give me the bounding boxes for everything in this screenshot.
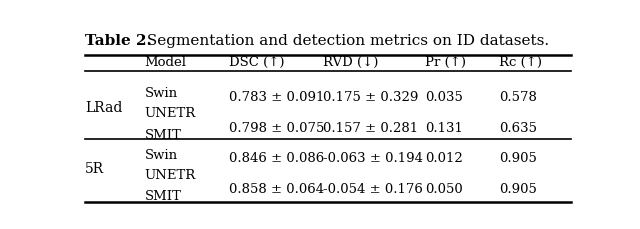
Text: 0.175 ± 0.329: 0.175 ± 0.329 (323, 91, 419, 104)
Text: UNETR: UNETR (145, 107, 196, 120)
Text: -0.054 ± 0.176: -0.054 ± 0.176 (323, 183, 423, 196)
Text: LRad: LRad (85, 101, 122, 115)
Text: DSC (↑): DSC (↑) (229, 56, 284, 69)
Text: 0.783 ± 0.091: 0.783 ± 0.091 (229, 91, 324, 104)
Text: 0.798 ± 0.075: 0.798 ± 0.075 (229, 122, 324, 135)
Text: Table 2.: Table 2. (85, 34, 152, 48)
Text: Rc (↑): Rc (↑) (499, 56, 542, 69)
Text: UNETR: UNETR (145, 169, 196, 182)
Text: SMIT: SMIT (145, 190, 181, 203)
Text: 0.131: 0.131 (425, 122, 463, 135)
Text: -0.063 ± 0.194: -0.063 ± 0.194 (323, 152, 423, 165)
Text: 0.905: 0.905 (499, 183, 537, 196)
Text: 0.035: 0.035 (425, 91, 463, 104)
Text: 0.157 ± 0.281: 0.157 ± 0.281 (323, 122, 418, 135)
Text: 0.635: 0.635 (499, 122, 537, 135)
Text: Swin: Swin (145, 87, 178, 101)
Text: 0.846 ± 0.086: 0.846 ± 0.086 (229, 152, 324, 165)
Text: SMIT: SMIT (145, 129, 181, 142)
Text: Model: Model (145, 56, 186, 69)
Text: 0.578: 0.578 (499, 91, 537, 104)
Text: 0.905: 0.905 (499, 152, 537, 165)
Text: Segmentation and detection metrics on ID datasets.: Segmentation and detection metrics on ID… (142, 34, 549, 48)
Text: 5R: 5R (85, 162, 104, 176)
Text: Pr (↑): Pr (↑) (425, 56, 466, 69)
Text: 0.012: 0.012 (425, 152, 463, 165)
Text: Swin: Swin (145, 149, 178, 162)
Text: RVD (↓): RVD (↓) (323, 56, 378, 69)
Text: 0.050: 0.050 (425, 183, 463, 196)
Text: 0.858 ± 0.064: 0.858 ± 0.064 (229, 183, 324, 196)
